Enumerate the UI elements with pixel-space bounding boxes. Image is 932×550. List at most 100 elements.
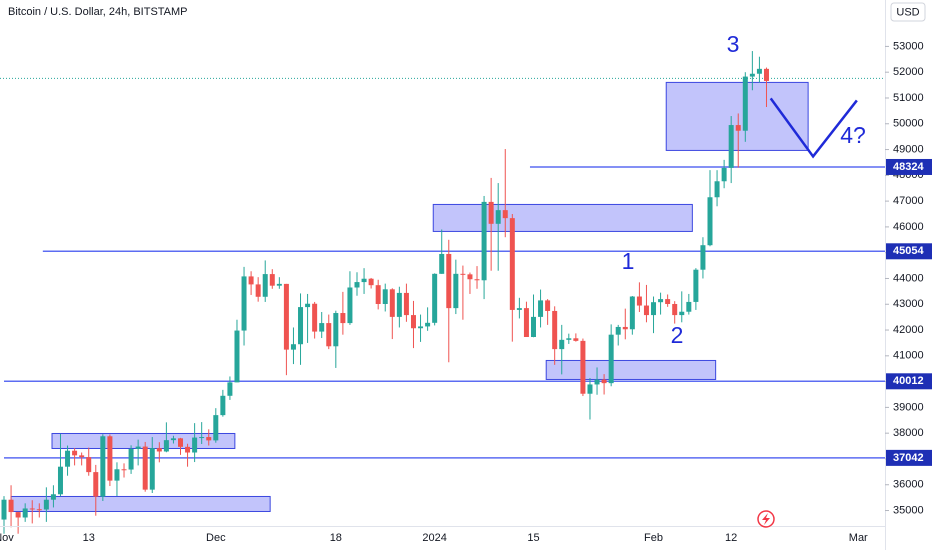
y-tick-label: 49000 <box>893 143 924 155</box>
candle-body <box>432 273 438 323</box>
candle-body <box>107 436 113 481</box>
candle-body <box>93 472 99 497</box>
candle-body <box>50 494 56 500</box>
currency[interactable]: USD <box>896 6 919 18</box>
candle-body <box>72 450 78 456</box>
x-tick-label: 13 <box>83 532 95 544</box>
zone <box>432 203 693 232</box>
candle-body <box>460 273 466 275</box>
candle-body <box>276 283 282 286</box>
y-tick-label: 42000 <box>893 324 924 336</box>
candle-body <box>347 287 353 324</box>
x-tick-label: 15 <box>527 532 539 544</box>
zone <box>10 495 271 512</box>
candle-body <box>163 440 169 452</box>
candle-body <box>594 379 600 385</box>
candle-body <box>403 292 409 316</box>
candle-body <box>700 245 706 270</box>
candle-body <box>763 68 769 81</box>
candle-body <box>1 499 7 520</box>
x-tick-label: 18 <box>330 532 342 544</box>
x-tick-label: 2024 <box>422 532 446 544</box>
candle-body <box>234 330 240 383</box>
candle-body <box>142 446 148 490</box>
level-label-box <box>886 158 932 175</box>
candle-body <box>418 326 424 329</box>
candle-body <box>538 300 544 317</box>
candle-body <box>382 289 388 304</box>
candle-body <box>721 167 727 182</box>
y-tick-label: 53000 <box>893 40 924 52</box>
x-tick-label: Nov <box>0 532 14 544</box>
candle-body <box>283 283 289 350</box>
candle-body <box>29 508 35 510</box>
candle-body <box>559 339 565 350</box>
candle-body <box>312 303 318 332</box>
candle-body <box>636 296 642 306</box>
candle-body <box>22 508 28 518</box>
candle-body <box>573 338 579 341</box>
candle-body <box>467 274 473 280</box>
candle-body <box>742 76 748 131</box>
candle-body <box>679 311 685 316</box>
wave-label: 3 <box>727 31 740 57</box>
zone <box>545 359 717 380</box>
y-tick-label: 51000 <box>893 92 924 104</box>
candle-body <box>643 305 649 316</box>
tv-logo <box>757 510 775 528</box>
candle-body <box>178 438 183 447</box>
candle-body <box>552 310 558 350</box>
candle-body <box>319 323 325 332</box>
candle-body <box>615 326 621 335</box>
y-tick-label: 44000 <box>893 272 924 284</box>
candle-body <box>192 437 198 453</box>
candle-body <box>43 499 49 510</box>
candle-body <box>474 279 480 281</box>
candle-body <box>665 299 671 304</box>
candle-body <box>8 499 14 513</box>
candle-body <box>375 285 381 304</box>
candle-body <box>199 437 205 439</box>
candle-body <box>114 469 120 481</box>
candle-body <box>326 323 332 347</box>
candle-body <box>523 308 529 338</box>
candle-body <box>693 269 699 302</box>
candle-body <box>389 289 395 317</box>
level-label-box <box>886 243 932 260</box>
plot-area <box>0 51 885 534</box>
candle-body <box>170 438 176 441</box>
candle-body <box>128 448 134 470</box>
candle-body <box>149 448 155 490</box>
y-tick-label: 46000 <box>893 221 924 233</box>
candle-body <box>651 302 657 316</box>
chart-title: Bitcoin / U.S. Dollar, 24h, BITSTAMP <box>8 6 188 18</box>
y-tick-label: 39000 <box>893 401 924 413</box>
candle-body <box>502 210 508 219</box>
y-tick-label: 43000 <box>893 298 924 310</box>
candle-body <box>735 125 741 131</box>
candle-body <box>185 446 191 453</box>
candle-body <box>658 299 664 303</box>
x-tick-label: Dec <box>206 532 226 544</box>
candle-body <box>213 415 219 441</box>
candle-body <box>206 437 212 441</box>
zone <box>51 432 236 449</box>
candle-body <box>290 344 296 350</box>
currency-button[interactable] <box>890 2 926 22</box>
candle-body <box>509 218 515 310</box>
candle-body <box>156 448 162 452</box>
candle-body <box>686 301 692 312</box>
candle-body <box>601 379 607 384</box>
candle-body <box>439 253 445 274</box>
candle-body <box>86 457 92 473</box>
candle-body <box>629 296 635 330</box>
y-tick-label: 38000 <box>893 427 924 439</box>
y-tick-label: 36000 <box>893 479 924 491</box>
candle-body <box>65 450 71 467</box>
wave-label: 1 <box>622 248 635 274</box>
x-tick-label: 12 <box>725 532 737 544</box>
y-tick-label: 41000 <box>893 350 924 362</box>
candle-body <box>248 276 254 285</box>
x-tick-label: Mar <box>849 532 868 544</box>
